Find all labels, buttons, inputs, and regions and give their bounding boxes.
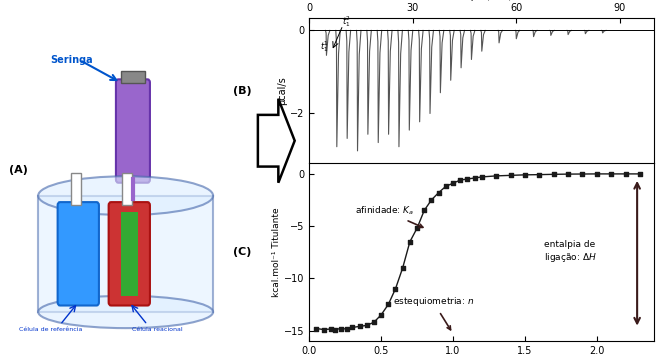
Text: $t^1_1$: $t^1_1$	[319, 39, 329, 53]
Point	[341, 326, 352, 332]
Point	[505, 172, 516, 178]
Text: entalpia de
ligação: $\Delta H$: entalpia de ligação: $\Delta H$	[543, 240, 596, 264]
Point	[347, 325, 358, 330]
Text: Célula de referência: Célula de referência	[19, 327, 82, 332]
Bar	[121, 71, 145, 83]
X-axis label: Tempo (min): Tempo (min)	[451, 0, 512, 1]
Point	[390, 286, 401, 292]
Point	[440, 183, 451, 189]
Point	[534, 172, 545, 177]
Point	[455, 177, 465, 183]
Point	[549, 172, 559, 177]
Point	[412, 225, 422, 231]
Point	[447, 180, 458, 186]
Ellipse shape	[38, 296, 213, 328]
Text: (A): (A)	[9, 165, 28, 175]
Point	[419, 208, 430, 213]
Point	[383, 302, 393, 307]
Point	[426, 197, 437, 203]
Point	[635, 171, 645, 177]
Point	[491, 173, 502, 179]
Point	[477, 174, 487, 180]
Point	[376, 312, 387, 318]
Text: afinidade: $K_a$: afinidade: $K_a$	[355, 205, 423, 228]
Bar	[71, 173, 81, 205]
Point	[325, 326, 336, 332]
Text: Célula reacional: Célula reacional	[132, 327, 182, 332]
Point	[520, 172, 530, 178]
FancyBboxPatch shape	[108, 202, 150, 306]
Point	[462, 176, 473, 182]
Text: $t^2_1$: $t^2_1$	[342, 14, 351, 29]
Y-axis label: μcal/s: μcal/s	[277, 76, 287, 105]
Bar	[121, 212, 137, 296]
Point	[397, 265, 408, 271]
Ellipse shape	[38, 176, 213, 215]
Bar	[122, 173, 132, 205]
Text: estequiometria: $n$: estequiometria: $n$	[393, 295, 474, 330]
Text: Seringa: Seringa	[50, 55, 93, 65]
Text: (B): (B)	[233, 86, 252, 95]
Point	[369, 320, 379, 325]
Point	[592, 171, 602, 177]
Point	[319, 327, 329, 332]
FancyArrow shape	[258, 99, 295, 183]
Point	[606, 171, 617, 177]
Point	[469, 175, 480, 181]
Point	[563, 171, 573, 177]
FancyBboxPatch shape	[58, 202, 99, 306]
Point	[620, 171, 631, 177]
Point	[434, 190, 444, 196]
Point	[405, 239, 415, 244]
Point	[330, 327, 340, 332]
Point	[354, 323, 365, 329]
Bar	[38, 196, 213, 312]
Point	[577, 171, 588, 177]
Point	[362, 322, 372, 328]
Point	[336, 326, 346, 331]
Point	[311, 326, 322, 331]
Y-axis label: kcal.mol⁻¹ Titulante: kcal.mol⁻¹ Titulante	[272, 208, 281, 297]
FancyBboxPatch shape	[116, 79, 150, 183]
Text: (C): (C)	[233, 247, 252, 257]
